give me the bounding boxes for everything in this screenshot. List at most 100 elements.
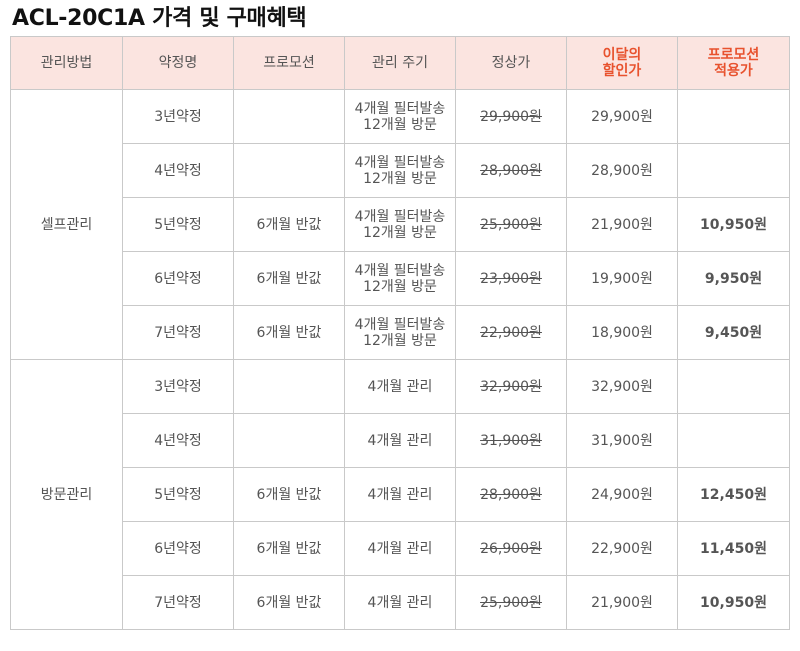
contract-cell: 5년약정 — [122, 197, 234, 252]
regular-price: 26,900원 — [480, 540, 542, 557]
regular-price: 25,900원 — [480, 594, 542, 611]
promo-price-cell — [677, 359, 790, 414]
table-row: 셀프관리 3년약정 4개월 필터발송 12개월 방문 29,900원 29,900… — [10, 89, 790, 360]
cycle-cell: 4개월 필터발송 12개월 방문 — [344, 251, 456, 306]
regular-price: 28,900원 — [480, 486, 542, 503]
discount-price-cell: 31,900원 — [566, 413, 678, 468]
table-row: 7년약정 6개월 반값 4개월 필터발송 12개월 방문 22,900원 18,9… — [11, 305, 790, 360]
regular-price-cell: 32,900원 — [455, 359, 567, 414]
cycle-line1: 4개월 필터발송 — [354, 262, 446, 279]
regular-price-cell: 25,900원 — [455, 575, 567, 630]
method-cell-self: 셀프관리 — [10, 89, 123, 360]
table-row: 6년약정 6개월 반값 4개월 관리 26,900원 22,900원 11,45… — [11, 521, 790, 576]
table-row: 4년약정 4개월 필터발송 12개월 방문 28,900원 28,900원 — [11, 143, 790, 198]
discount-price-cell: 32,900원 — [566, 359, 678, 414]
discount-price-cell: 28,900원 — [566, 143, 678, 198]
cycle-cell: 4개월 관리 — [344, 413, 456, 468]
promotion-cell: 6개월 반값 — [233, 467, 345, 522]
cycle-cell: 4개월 필터발송 12개월 방문 — [344, 89, 456, 144]
promo-price-cell: 9,950원 — [677, 251, 790, 306]
header-discount-line1: 이달의 — [602, 47, 642, 63]
promotion-cell: 6개월 반값 — [233, 305, 345, 360]
discount-price-cell: 19,900원 — [566, 251, 678, 306]
table-row: 5년약정 6개월 반값 4개월 필터발송 12개월 방문 25,900원 21,9… — [11, 197, 790, 252]
cycle-line1: 4개월 필터발송 — [354, 316, 446, 333]
promo-price-cell — [677, 143, 790, 198]
promotion-cell — [233, 359, 345, 414]
regular-price: 29,900원 — [480, 108, 542, 125]
discount-price-cell: 18,900원 — [566, 305, 678, 360]
cycle-line2: 12개월 방문 — [363, 170, 437, 187]
promotion-cell: 6개월 반값 — [233, 251, 345, 306]
contract-cell: 4년약정 — [122, 143, 234, 198]
table-body: 셀프관리 3년약정 4개월 필터발송 12개월 방문 29,900원 29,900… — [10, 89, 790, 630]
table-header: 관리방법 약정명 프로모션 관리 주기 정상가 이달의 할인가 프로모션 적용가 — [10, 36, 790, 90]
regular-price: 25,900원 — [480, 216, 542, 233]
contract-cell: 6년약정 — [122, 251, 234, 306]
header-promo-price: 프로모션 적용가 — [677, 36, 790, 90]
header-promotion: 프로모션 — [233, 36, 345, 90]
promo-price-cell: 9,450원 — [677, 305, 790, 360]
regular-price: 32,900원 — [480, 378, 542, 395]
header-promo-line1: 프로모션 — [707, 47, 760, 63]
price-table: 관리방법 약정명 프로모션 관리 주기 정상가 이달의 할인가 프로모션 적용가… — [10, 36, 790, 630]
cycle-line2: 12개월 방문 — [363, 278, 437, 295]
contract-cell: 6년약정 — [122, 521, 234, 576]
regular-price-cell: 28,900원 — [455, 143, 567, 198]
promo-price-cell — [677, 413, 790, 468]
contract-cell: 3년약정 — [122, 89, 234, 144]
regular-price-cell: 25,900원 — [455, 197, 567, 252]
cycle-line2: 12개월 방문 — [363, 332, 437, 349]
promo-price-cell: 10,950원 — [677, 197, 790, 252]
cycle-line2: 12개월 방문 — [363, 116, 437, 133]
promo-price-cell: 11,450원 — [677, 521, 790, 576]
promo-price-cell — [677, 89, 790, 144]
promotion-cell: 6개월 반값 — [233, 521, 345, 576]
regular-price-cell: 23,900원 — [455, 251, 567, 306]
contract-cell: 5년약정 — [122, 467, 234, 522]
header-method: 관리방법 — [10, 36, 123, 90]
discount-price-cell: 24,900원 — [566, 467, 678, 522]
promotion-cell: 6개월 반값 — [233, 197, 345, 252]
header-discount-line2: 할인가 — [602, 63, 642, 79]
promotion-cell — [233, 143, 345, 198]
cycle-cell: 4개월 관리 — [344, 575, 456, 630]
cycle-line2: 12개월 방문 — [363, 224, 437, 241]
discount-price-cell: 22,900원 — [566, 521, 678, 576]
header-regular-price: 정상가 — [455, 36, 567, 90]
header-discount-price: 이달의 할인가 — [566, 36, 678, 90]
contract-cell: 3년약정 — [122, 359, 234, 414]
promo-price-cell: 10,950원 — [677, 575, 790, 630]
cycle-cell: 4개월 필터발송 12개월 방문 — [344, 143, 456, 198]
table-row: 방문관리 3년약정 4개월 관리 32,900원 32,900원 — [10, 359, 790, 630]
cycle-line1: 4개월 필터발송 — [354, 208, 446, 225]
contract-cell: 7년약정 — [122, 575, 234, 630]
regular-price: 28,900원 — [480, 162, 542, 179]
cycle-cell: 4개월 관리 — [344, 467, 456, 522]
regular-price: 31,900원 — [480, 432, 542, 449]
table-row: 7년약정 6개월 반값 4개월 관리 25,900원 21,900원 10,95… — [11, 575, 790, 630]
discount-price-cell: 29,900원 — [566, 89, 678, 144]
contract-cell: 7년약정 — [122, 305, 234, 360]
table-row: 4년약정 4개월 관리 31,900원 31,900원 — [11, 413, 790, 468]
page-title: ACL-20C1A 가격 및 구매혜택 — [12, 6, 307, 31]
regular-price-cell: 29,900원 — [455, 89, 567, 144]
regular-price: 23,900원 — [480, 270, 542, 287]
cycle-cell: 4개월 필터발송 12개월 방문 — [344, 305, 456, 360]
header-promo-line2: 적용가 — [714, 63, 753, 79]
regular-price-cell: 22,900원 — [455, 305, 567, 360]
cycle-cell: 4개월 필터발송 12개월 방문 — [344, 197, 456, 252]
cycle-line1: 4개월 필터발송 — [354, 100, 446, 117]
table-row: 5년약정 6개월 반값 4개월 관리 28,900원 24,900원 12,45… — [11, 467, 790, 522]
method-cell-visit: 방문관리 — [10, 359, 123, 630]
cycle-cell: 4개월 관리 — [344, 521, 456, 576]
promotion-cell — [233, 89, 345, 144]
regular-price-cell: 31,900원 — [455, 413, 567, 468]
cycle-cell: 4개월 관리 — [344, 359, 456, 414]
discount-price-cell: 21,900원 — [566, 197, 678, 252]
promotion-cell — [233, 413, 345, 468]
header-contract: 약정명 — [122, 36, 234, 90]
table-row: 6년약정 6개월 반값 4개월 필터발송 12개월 방문 23,900원 19,9… — [11, 251, 790, 306]
promo-price-cell: 12,450원 — [677, 467, 790, 522]
promotion-cell: 6개월 반값 — [233, 575, 345, 630]
